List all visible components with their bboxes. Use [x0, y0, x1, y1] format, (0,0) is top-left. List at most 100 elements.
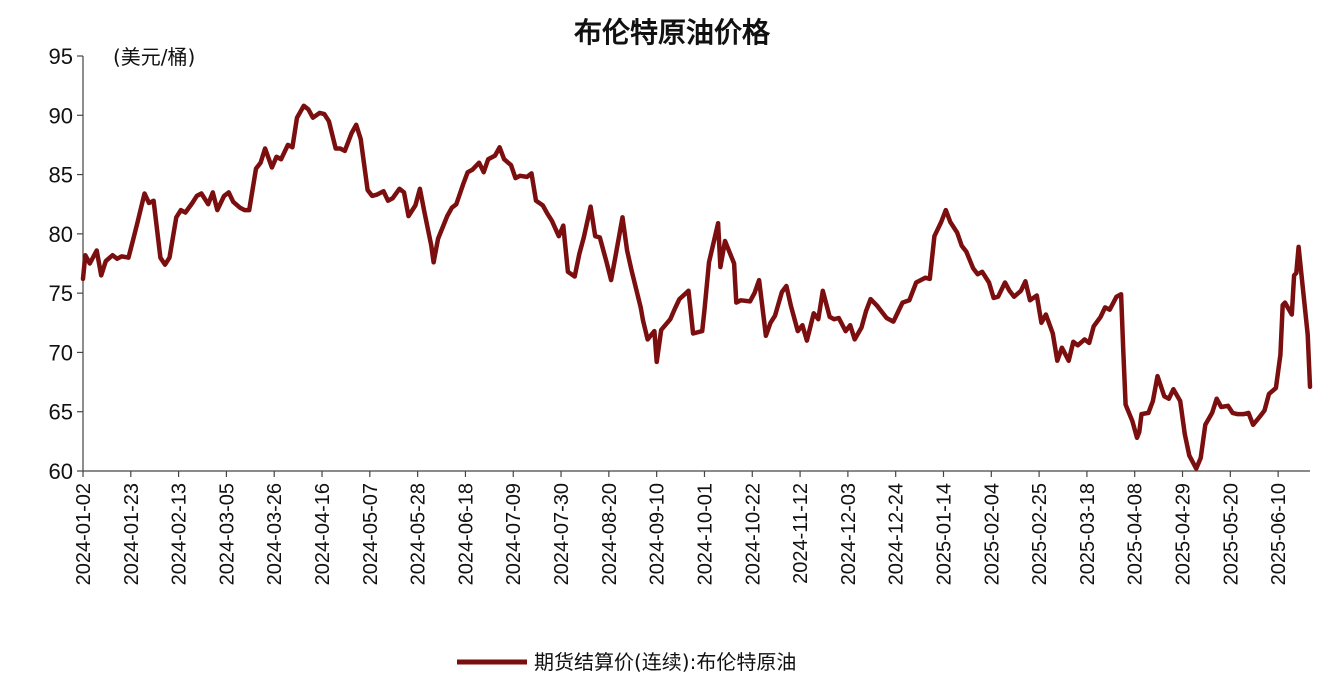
- data-point: [924, 276, 927, 279]
- data-point: [387, 199, 389, 202]
- data-point: [371, 195, 373, 197]
- data-point: [692, 332, 694, 335]
- data-point: [1029, 299, 1031, 302]
- data-point: [674, 307, 676, 310]
- data-point: [558, 235, 560, 237]
- data-point: [291, 146, 294, 149]
- data-point: [1052, 332, 1054, 335]
- data-point: [749, 300, 751, 303]
- data-point: [344, 150, 346, 152]
- data-point: [212, 191, 214, 194]
- data-point: [1284, 301, 1286, 304]
- data-point: [1168, 397, 1170, 400]
- data-point: [642, 319, 644, 322]
- data-point: [478, 161, 480, 164]
- data-point: [1136, 437, 1138, 439]
- data-point: [82, 278, 84, 280]
- x-tick-label: 2025-01-14: [933, 483, 955, 585]
- data-point: [1099, 316, 1102, 318]
- data-point: [1231, 412, 1234, 414]
- data-point: [514, 177, 517, 179]
- data-point: [929, 278, 931, 280]
- x-tick-label: 2025-03-18: [1077, 483, 1099, 585]
- data-point: [1297, 246, 1300, 248]
- data-point: [988, 281, 990, 284]
- data-point: [1163, 395, 1166, 398]
- data-point: [1108, 308, 1111, 311]
- data-point: [717, 222, 719, 224]
- data-point: [350, 132, 353, 134]
- data-point: [1004, 281, 1006, 284]
- data-point: [655, 361, 658, 363]
- data-point: [703, 308, 706, 311]
- data-point: [724, 240, 726, 242]
- data-point: [940, 221, 942, 223]
- data-point: [403, 191, 405, 194]
- data-point: [765, 335, 767, 337]
- x-tick-label: 2024-10-22: [742, 483, 764, 585]
- y-tick-label: 60: [49, 459, 73, 484]
- y-tick-label: 90: [49, 103, 73, 128]
- data-point: [366, 189, 369, 191]
- data-point: [1008, 290, 1011, 292]
- data-point: [1056, 359, 1059, 362]
- data-point: [812, 312, 815, 315]
- data-point: [1115, 295, 1118, 298]
- data-point: [578, 253, 581, 255]
- data-point: [965, 250, 968, 253]
- data-point: [168, 256, 171, 259]
- data-point: [669, 318, 672, 321]
- x-tick-label: 2024-06-18: [455, 483, 477, 585]
- data-point: [1188, 454, 1191, 457]
- data-point: [423, 211, 426, 214]
- data-point: [510, 164, 512, 166]
- data-point: [1131, 420, 1134, 423]
- data-point: [546, 212, 549, 215]
- data-point: [1306, 333, 1309, 336]
- data-point: [785, 285, 788, 287]
- data-point: [164, 263, 166, 266]
- data-point: [1215, 397, 1218, 400]
- data-point: [328, 120, 330, 122]
- data-point: [769, 322, 772, 324]
- data-point: [526, 176, 528, 178]
- data-point: [626, 249, 628, 252]
- data-point: [589, 205, 592, 208]
- data-point: [275, 156, 278, 158]
- data-point: [84, 254, 87, 256]
- data-point: [1279, 354, 1282, 356]
- data-point: [120, 255, 123, 258]
- data-point: [1268, 393, 1270, 395]
- data-point: [621, 216, 624, 219]
- data-point: [223, 195, 225, 197]
- data-point: [1140, 413, 1143, 415]
- data-point: [175, 216, 178, 219]
- data-point: [271, 166, 273, 169]
- y-axis: 95 90 85 80 75 70 65 60: [49, 44, 84, 484]
- data-point: [255, 167, 257, 170]
- x-tick-label: 2024-10-01: [694, 483, 716, 585]
- data-point: [583, 236, 585, 239]
- data-point: [259, 161, 262, 164]
- x-tick-label: 2025-04-29: [1173, 483, 1195, 585]
- y-tick-label: 95: [49, 44, 73, 69]
- legend: 期货结算价(连续):布伦特原油: [457, 650, 796, 674]
- data-point: [1275, 387, 1277, 389]
- y-tick-label: 85: [49, 163, 73, 188]
- data-point: [296, 116, 298, 119]
- data-point: [243, 209, 246, 211]
- data-point: [630, 269, 633, 272]
- x-tick-label: 2025-04-08: [1125, 483, 1147, 585]
- data-point: [437, 237, 439, 240]
- data-point: [1067, 359, 1070, 362]
- data-point: [248, 209, 250, 211]
- data-point: [653, 330, 656, 332]
- data-point: [303, 105, 305, 107]
- data-point: [1243, 413, 1245, 415]
- data-point: [997, 295, 999, 298]
- data-point: [148, 202, 150, 204]
- data-point: [184, 211, 187, 214]
- data-point: [869, 298, 872, 300]
- data-point: [573, 275, 576, 278]
- data-point: [976, 273, 979, 276]
